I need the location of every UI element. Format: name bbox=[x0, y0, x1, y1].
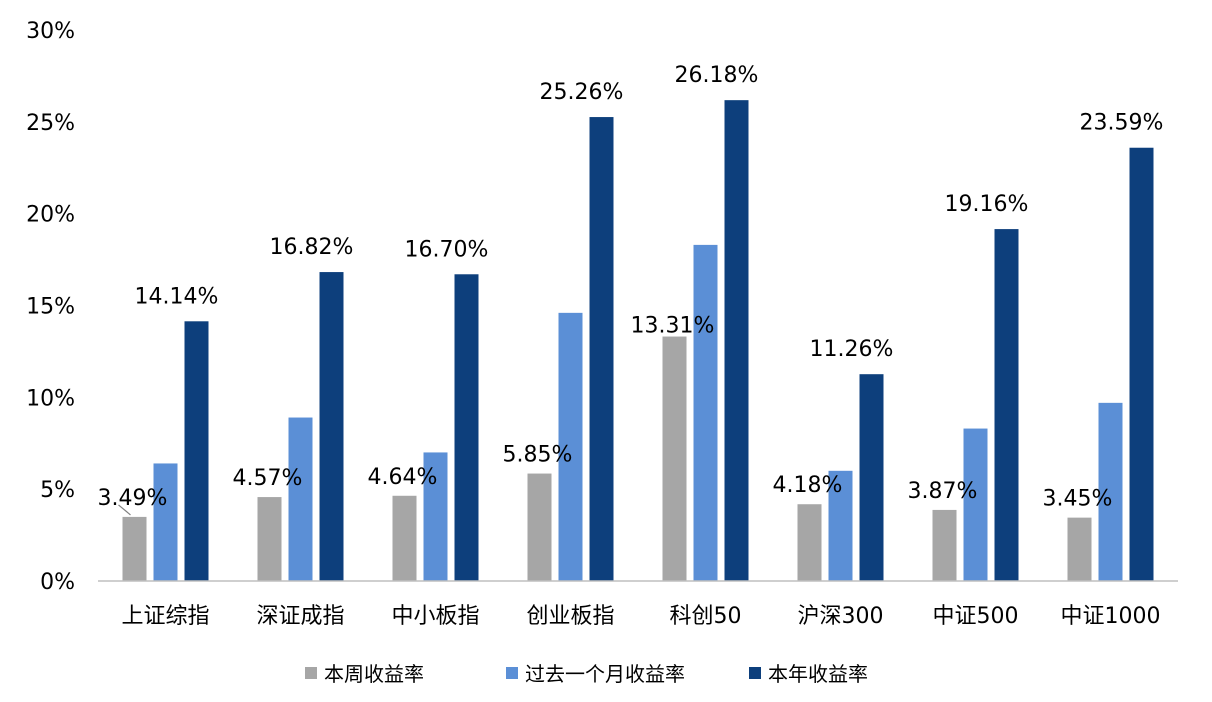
bar bbox=[454, 274, 479, 581]
y-tick-label: 25% bbox=[26, 111, 75, 136]
data-label: 16.70% bbox=[405, 237, 489, 262]
bar bbox=[1098, 402, 1123, 581]
bar bbox=[724, 100, 749, 581]
x-axis-categories: 上证综指 深证成指 中小板指 创业板指 科创50 沪深300 中证500 中证1000 bbox=[121, 604, 1160, 629]
legend-swatch bbox=[749, 667, 761, 679]
bar bbox=[932, 509, 957, 581]
bar bbox=[558, 312, 583, 581]
bar bbox=[994, 229, 1019, 581]
data-label: 4.57% bbox=[233, 466, 303, 491]
bar bbox=[1067, 517, 1092, 581]
bar bbox=[1129, 147, 1154, 581]
legend-swatch bbox=[506, 667, 518, 679]
bar bbox=[122, 516, 147, 581]
x-category-label: 中证1000 bbox=[1061, 604, 1161, 629]
x-category-label: 中证500 bbox=[933, 604, 1019, 629]
y-axis: 0% 5% 10% 15% 20% 25% 30% bbox=[26, 19, 75, 595]
data-label: 13.31% bbox=[631, 314, 715, 339]
bar bbox=[963, 428, 988, 581]
y-tick-label: 15% bbox=[26, 295, 75, 320]
bar bbox=[828, 470, 853, 581]
bar bbox=[859, 374, 884, 581]
data-label: 3.49% bbox=[98, 486, 168, 511]
data-label: 26.18% bbox=[675, 63, 759, 88]
bar bbox=[693, 244, 718, 581]
bar bbox=[423, 452, 448, 581]
data-labels-group: 3.49% 14.14% 4.57% 16.82% 4.64% 16.70% 5.85% 25… bbox=[98, 63, 1164, 516]
y-tick-label: 20% bbox=[26, 203, 75, 228]
data-label: 3.45% bbox=[1043, 487, 1113, 512]
y-tick-label: 10% bbox=[26, 386, 75, 411]
legend-swatch bbox=[305, 667, 317, 679]
data-label: 23.59% bbox=[1080, 111, 1164, 136]
bar bbox=[527, 473, 552, 581]
data-label: 19.16% bbox=[945, 192, 1029, 217]
y-tick-label: 5% bbox=[40, 478, 75, 503]
bar bbox=[589, 117, 614, 582]
bar bbox=[662, 336, 687, 581]
legend-label: 过去一个月收益率 bbox=[525, 662, 685, 686]
legend-label: 本年收益率 bbox=[768, 662, 868, 686]
bars-group bbox=[122, 100, 1154, 582]
bar bbox=[153, 463, 178, 581]
y-tick-label: 0% bbox=[40, 570, 75, 595]
bar bbox=[797, 504, 822, 581]
bar bbox=[319, 272, 344, 581]
x-category-label: 上证综指 bbox=[121, 604, 209, 629]
x-category-label: 创业板指 bbox=[526, 604, 614, 629]
bar bbox=[184, 321, 209, 581]
bar bbox=[257, 497, 282, 581]
data-label: 16.82% bbox=[270, 235, 354, 260]
data-label: 14.14% bbox=[135, 284, 219, 309]
data-label: 4.64% bbox=[368, 465, 438, 490]
leader-line bbox=[118, 504, 131, 516]
bar bbox=[288, 417, 313, 581]
legend: 本周收益率 过去一个月收益率 本年收益率 bbox=[305, 662, 868, 686]
data-label: 25.26% bbox=[540, 80, 624, 105]
bar bbox=[392, 495, 417, 581]
data-label: 4.18% bbox=[773, 473, 843, 498]
legend-label: 本周收益率 bbox=[324, 662, 424, 686]
data-label: 3.87% bbox=[908, 479, 978, 504]
x-category-label: 深证成指 bbox=[256, 604, 344, 629]
data-label: 5.85% bbox=[503, 443, 573, 468]
data-label: 11.26% bbox=[810, 337, 894, 362]
x-category-label: 科创50 bbox=[670, 604, 742, 629]
x-category-label: 中小板指 bbox=[391, 604, 479, 629]
x-category-label: 沪深300 bbox=[798, 604, 884, 629]
y-tick-label: 30% bbox=[26, 19, 75, 44]
